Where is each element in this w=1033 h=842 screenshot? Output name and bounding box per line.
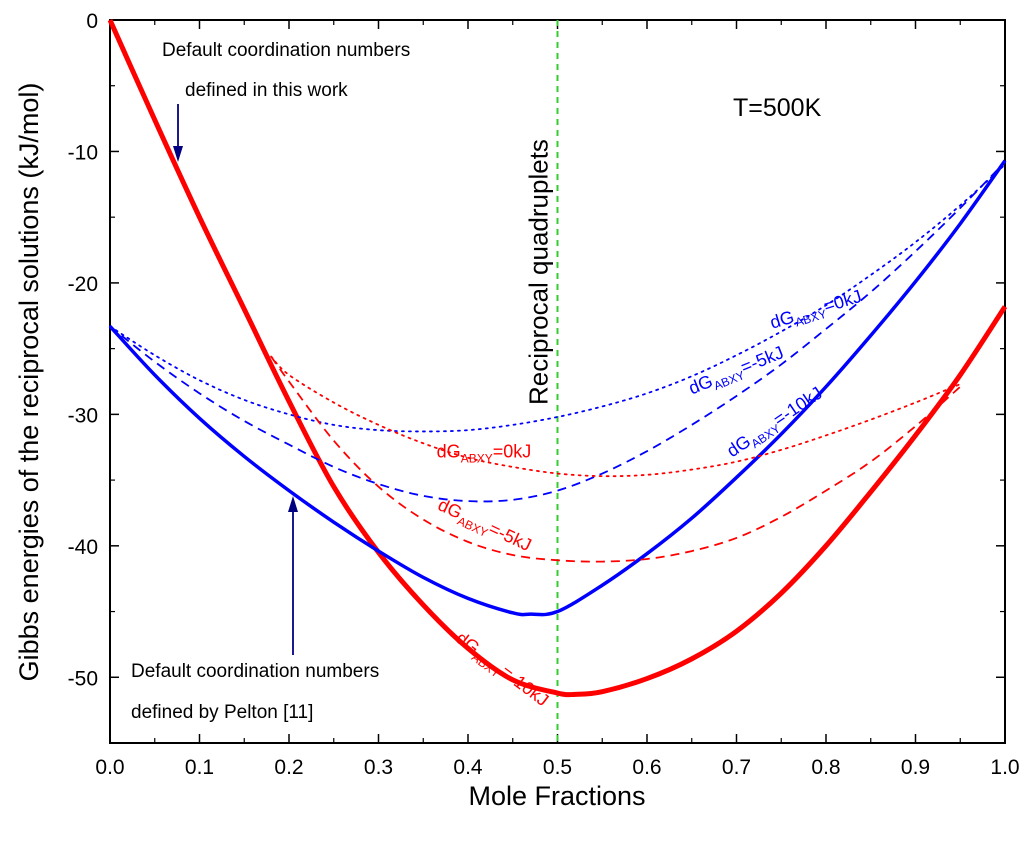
temperature-label: T=500K bbox=[733, 94, 822, 122]
x-tick-label: 0.2 bbox=[274, 756, 303, 779]
y-tick-label: -20 bbox=[68, 273, 98, 296]
y-tick-label: -50 bbox=[68, 667, 98, 690]
annotation-top-line1: Default coordination numbers bbox=[162, 40, 410, 61]
series-label-5: dGABXY=-5kJ bbox=[433, 495, 534, 559]
series-label-4: dGABXY=0kJ bbox=[437, 442, 532, 466]
series-lines bbox=[107, 18, 1008, 698]
annotation-bottom-line1: Default coordination numbers bbox=[131, 661, 379, 682]
x-tick-label: 1.0 bbox=[990, 756, 1019, 779]
series-label-1: dGABXY=0kJ bbox=[768, 286, 865, 337]
series-line-3 bbox=[109, 163, 1006, 433]
plot-frame bbox=[109, 19, 1006, 744]
series-line-4 bbox=[109, 161, 1006, 503]
annotation-top-arrow-head bbox=[173, 146, 183, 162]
y-axis-title: Gibbs energies of the reciprocal solutio… bbox=[14, 83, 44, 682]
x-axis-title: Mole Fractions bbox=[468, 781, 645, 811]
series-labels: dGABXY=0kJ dGABXY=-5kJ dGABXY=-10kJ dGABXY=… bbox=[433, 286, 865, 714]
x-tick-label: 0.7 bbox=[722, 756, 751, 779]
annotation-top-line2: defined in this work bbox=[185, 80, 348, 101]
x-tick-label: 0.5 bbox=[543, 756, 572, 779]
y-tick-label: -30 bbox=[68, 404, 98, 427]
reference-line-label: Reciprocal quadruplets bbox=[524, 139, 554, 405]
x-tick-label: 0.0 bbox=[95, 756, 124, 779]
x-tick-label: 0.4 bbox=[453, 756, 483, 779]
series-label-3: dGABXY=-10kJ bbox=[723, 383, 828, 465]
y-tick-label: 0 bbox=[86, 10, 98, 33]
x-tick-label: 0.3 bbox=[364, 756, 393, 779]
y-tick-label: -40 bbox=[68, 536, 98, 559]
axis-ticks bbox=[109, 19, 1006, 744]
series-label-6: dGABXY=-10kJ bbox=[450, 628, 553, 714]
x-tick-label: 0.8 bbox=[811, 756, 840, 779]
x-tick-label: 0.6 bbox=[632, 756, 661, 779]
x-tick-label: 0.1 bbox=[185, 756, 214, 779]
annotation-bottom-line2: defined by Pelton [11] bbox=[131, 702, 313, 723]
series-line-2 bbox=[108, 159, 1007, 617]
series-line-1 bbox=[107, 18, 1008, 698]
x-tick-label: 0.9 bbox=[901, 756, 930, 779]
y-tick-label: -10 bbox=[68, 141, 98, 164]
annotation-bottom-arrow-head bbox=[288, 496, 298, 512]
series-line-5 bbox=[270, 355, 962, 478]
series-line-6 bbox=[270, 355, 961, 563]
axis-tick-labels: 0.0 0.1 0.2 0.3 0.4 0.5 0.6 0.7 0.8 0.9 1.0 0 -10 -20… bbox=[68, 10, 1020, 779]
